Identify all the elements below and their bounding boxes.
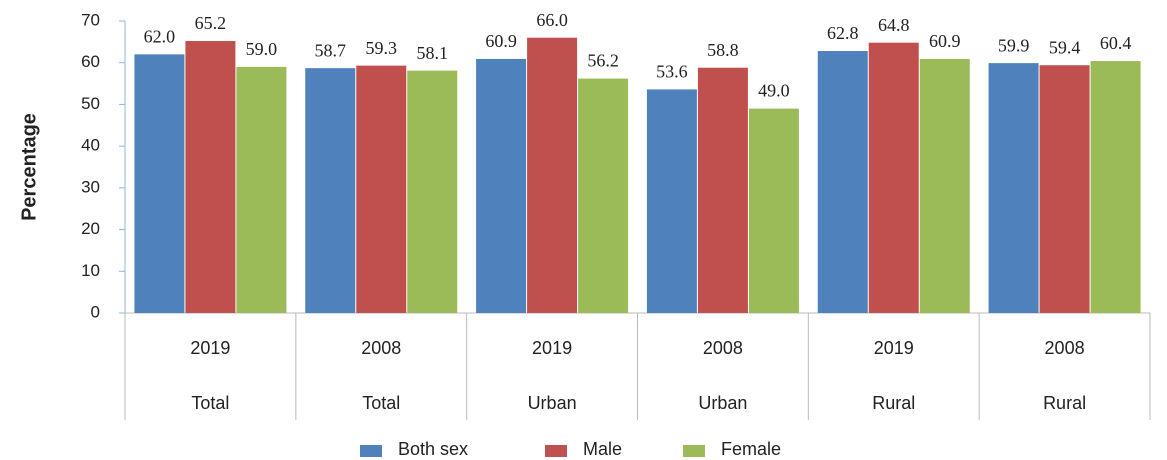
value-label: 53.6 [656,62,688,82]
bar [748,108,799,313]
value-label: 59.4 [1049,37,1081,57]
group-label: Total [362,393,400,413]
bar [527,37,578,313]
y-tick-label: 50 [81,94,100,113]
value-label: 65.2 [195,13,227,33]
legend-label: Female [721,439,781,459]
value-label: 60.9 [929,31,961,51]
group-label: Total [191,393,229,413]
value-label: 58.1 [417,43,449,63]
y-axis-label: Percentage [18,113,40,221]
y-tick-label: 10 [81,261,100,280]
legend-label: Male [583,439,622,459]
bar [305,68,356,313]
y-tick-label: 20 [81,219,100,238]
value-label: 58.8 [707,40,739,60]
legend-swatch [360,445,382,457]
value-label: 56.2 [587,51,619,71]
value-label: 59.9 [998,35,1030,55]
x-tick-label: 2008 [1045,338,1085,358]
bar [868,42,919,313]
value-label: 62.0 [144,26,176,46]
legend-swatch [683,445,705,457]
x-tick-label: 2008 [703,338,743,358]
y-tick-label: 30 [81,177,100,196]
value-label: 60.9 [485,31,517,51]
bar [407,70,458,313]
bar [1090,61,1141,313]
x-tick-label: 2019 [874,338,914,358]
value-label: 59.3 [366,38,398,58]
value-label: 59.0 [246,39,278,59]
group-label: Rural [1043,393,1086,413]
bar [988,63,1039,314]
x-tick-label: 2019 [190,338,230,358]
bar [1039,65,1090,314]
bar [356,65,407,314]
y-tick-label: 0 [91,302,100,321]
bar [185,41,236,313]
bar [697,67,748,313]
y-tick-label: 60 [81,52,100,71]
y-tick-label: 70 [81,10,100,29]
legend-label: Both sex [398,439,468,459]
x-tick-label: 2019 [532,338,572,358]
value-label: 49.0 [758,81,790,101]
value-label: 60.4 [1100,33,1132,53]
value-label: 64.8 [878,15,910,35]
bar [646,89,697,313]
bar [476,58,527,314]
bar [919,58,970,314]
bar [817,51,868,313]
group-label: Urban [528,393,577,413]
bar [578,78,629,314]
value-label: 62.8 [827,23,859,43]
group-label: Rural [872,393,915,413]
x-tick-label: 2008 [361,338,401,358]
y-tick-label: 40 [81,136,100,155]
group-label: Urban [698,393,747,413]
value-label: 58.7 [315,40,347,60]
bar [236,66,287,313]
value-label: 66.0 [536,10,568,30]
bar [134,54,185,313]
legend-swatch [545,445,567,457]
